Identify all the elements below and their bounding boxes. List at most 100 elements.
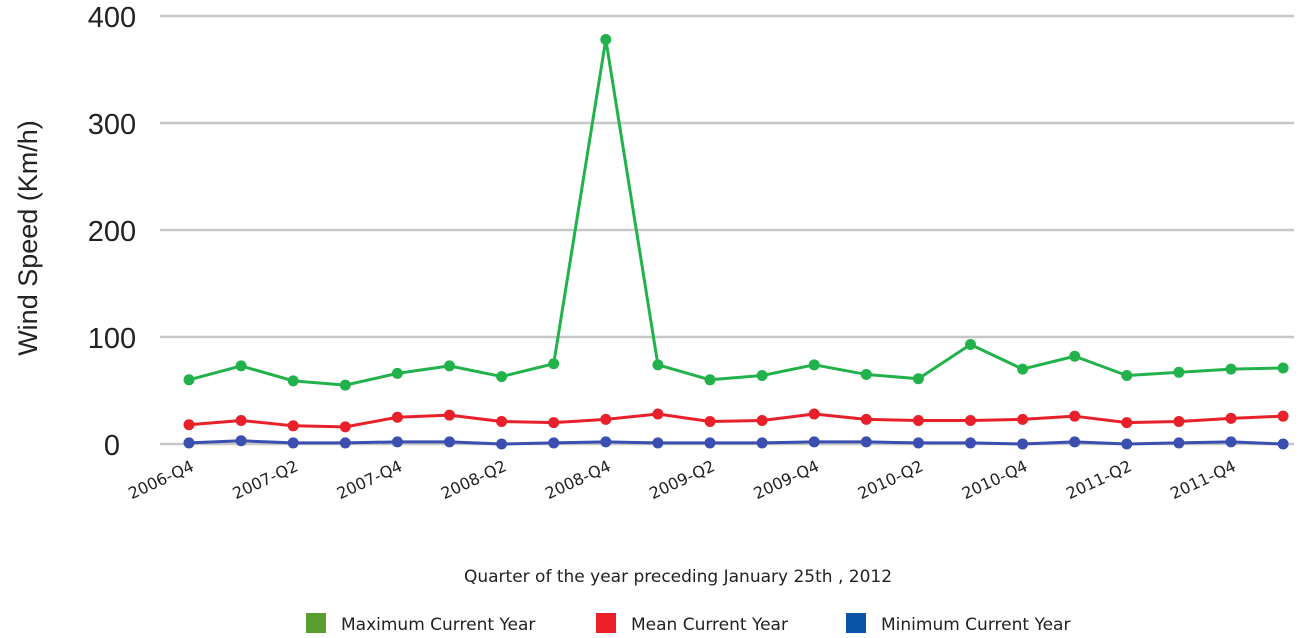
data-point <box>444 409 455 421</box>
x-tick-label: 2009-Q2 <box>646 456 717 503</box>
data-point <box>808 436 820 448</box>
data-point <box>652 359 664 371</box>
data-point <box>652 437 664 449</box>
series-2 <box>183 435 1289 450</box>
data-point <box>1017 438 1029 450</box>
data-point <box>652 408 664 420</box>
y-tick-label: 0 <box>104 430 120 462</box>
series-1 <box>183 408 1289 433</box>
legend-label: Mean Current Year <box>631 615 788 635</box>
series-line <box>188 412 1284 429</box>
y-tick-label: 100 <box>88 323 136 355</box>
data-point <box>287 420 299 432</box>
data-point <box>339 437 351 449</box>
legend-swatch <box>846 613 866 633</box>
data-point <box>912 414 924 426</box>
data-point <box>965 338 976 350</box>
x-tick-label: 2010-Q2 <box>855 456 926 503</box>
data-point <box>756 414 768 426</box>
data-point <box>860 368 872 380</box>
data-point <box>548 358 560 370</box>
x-tick-label: 2011-Q2 <box>1063 456 1134 503</box>
data-point <box>808 359 820 371</box>
data-point <box>1277 410 1289 422</box>
x-axis-ticks: 2006-Q4 2007-Q2 2007-Q4 2008-Q2 2008-Q4 2009-… <box>125 456 1238 503</box>
data-point <box>1277 438 1289 450</box>
data-point <box>1173 366 1185 378</box>
series-line <box>188 439 1284 446</box>
data-point <box>339 379 351 391</box>
data-point <box>1121 417 1133 429</box>
data-point <box>600 436 612 448</box>
data-point <box>965 437 976 449</box>
legend: Maximum Current Year Mean Current Year Min… <box>306 613 1070 635</box>
y-axis-title: Wind Speed (Km/h) <box>13 120 43 356</box>
data-point <box>1277 362 1289 374</box>
data-point <box>1069 436 1081 448</box>
data-point <box>391 411 403 423</box>
data-point <box>391 436 403 448</box>
data-point <box>600 413 612 425</box>
data-point <box>444 360 455 372</box>
series-line <box>188 38 1284 387</box>
data-point <box>1069 410 1081 422</box>
data-point <box>808 408 820 420</box>
data-point <box>183 419 195 431</box>
legend-label: Maximum Current Year <box>341 615 535 635</box>
y-axis-ticks: 0 100 200 300 400 <box>88 2 136 462</box>
data-point <box>1173 416 1185 428</box>
data-point <box>548 437 560 449</box>
data-point <box>704 437 716 449</box>
x-tick-label: 2007-Q4 <box>334 456 405 503</box>
x-axis-title: Quarter of the year preceding January 25… <box>464 567 892 587</box>
data-point <box>860 413 872 425</box>
legend-swatch <box>306 613 326 633</box>
series-layer <box>183 34 1289 450</box>
data-point <box>756 370 768 382</box>
x-tick-label: 2008-Q2 <box>438 456 509 503</box>
data-point <box>1225 412 1237 424</box>
data-point <box>235 435 247 447</box>
legend-swatch <box>596 613 616 633</box>
x-tick-label: 2008-Q4 <box>542 456 613 503</box>
data-point <box>600 34 612 46</box>
y-tick-label: 400 <box>88 2 136 34</box>
data-point <box>1069 350 1081 362</box>
data-point <box>704 374 716 386</box>
data-point <box>860 436 872 448</box>
data-point <box>235 360 247 372</box>
y-tick-label: 200 <box>88 216 136 248</box>
data-point <box>235 414 247 426</box>
data-point <box>339 421 351 433</box>
data-point <box>183 437 195 449</box>
x-tick-label: 2009-Q4 <box>751 456 822 503</box>
data-point <box>287 437 299 449</box>
data-point <box>1225 436 1237 448</box>
data-point <box>1121 370 1133 382</box>
data-point <box>965 414 976 426</box>
data-point <box>912 373 924 385</box>
data-point <box>391 367 403 379</box>
data-point <box>496 371 508 383</box>
data-point <box>1017 413 1029 425</box>
data-point <box>1121 438 1133 450</box>
data-point <box>496 416 508 428</box>
data-point <box>1017 363 1029 375</box>
data-point <box>496 438 508 450</box>
x-tick-label: 2010-Q4 <box>959 456 1030 503</box>
data-point <box>287 375 299 387</box>
data-point <box>704 416 716 428</box>
data-point <box>548 417 560 429</box>
x-tick-label: 2011-Q4 <box>1167 456 1238 503</box>
x-tick-label: 2006-Q4 <box>125 456 196 503</box>
legend-label: Minimum Current Year <box>881 615 1070 635</box>
y-tick-label: 300 <box>88 109 136 141</box>
data-point <box>183 374 195 386</box>
data-point <box>912 437 924 449</box>
data-point <box>1225 363 1237 375</box>
data-point <box>756 437 768 449</box>
data-point <box>444 436 455 448</box>
x-tick-label: 2007-Q2 <box>230 456 301 503</box>
series-0 <box>183 34 1289 391</box>
